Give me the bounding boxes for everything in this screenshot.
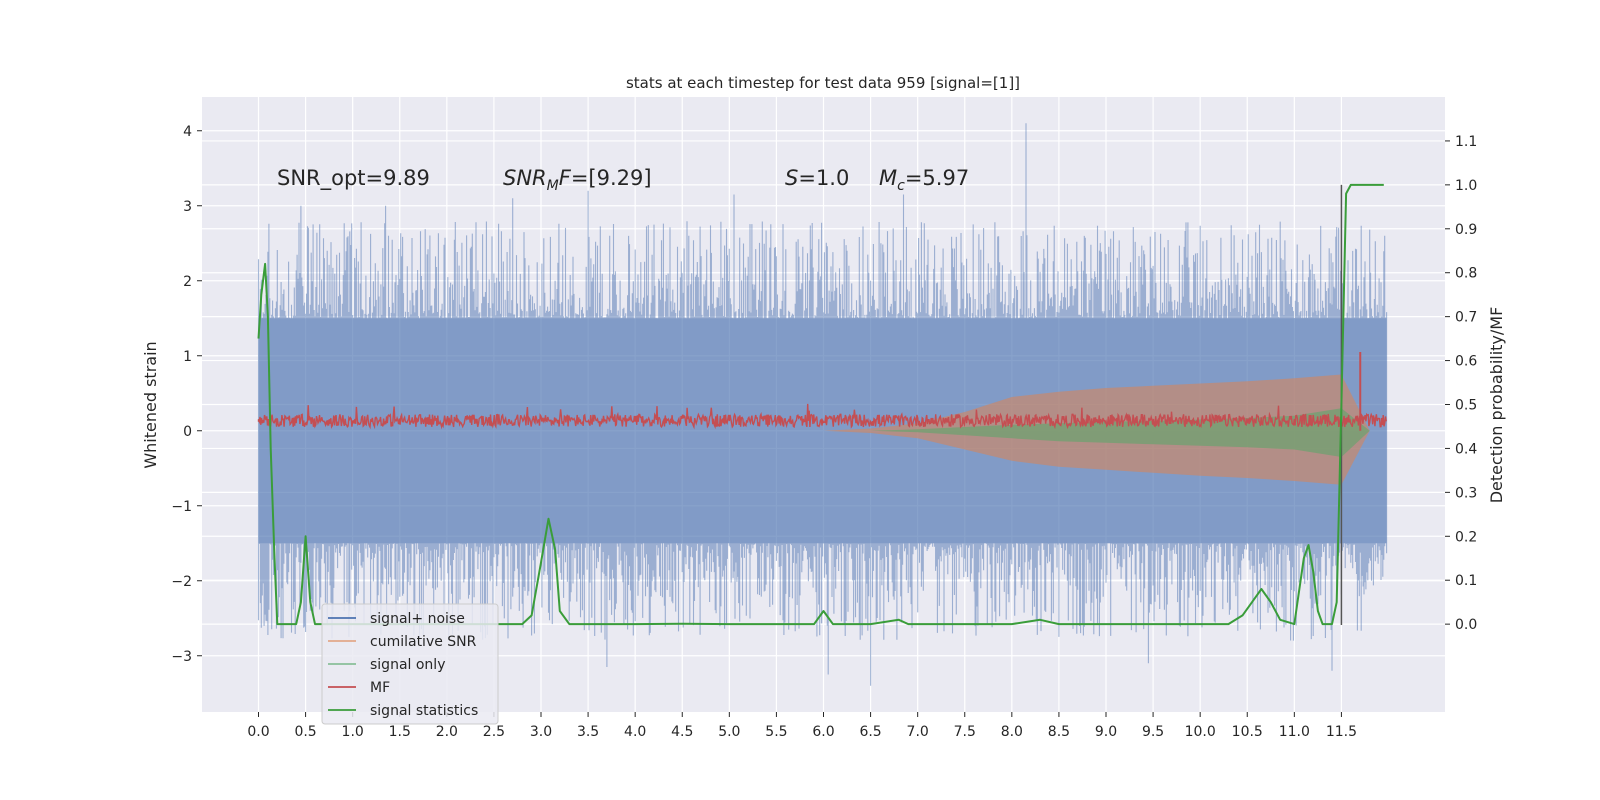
x-tick-label: 0.5 — [294, 724, 316, 740]
x-tick-label: 6.5 — [859, 724, 881, 740]
x-tick-label: 8.0 — [1001, 724, 1023, 740]
y2-tick-label: 0.1 — [1455, 573, 1477, 589]
y-axis-label: Whitened strain — [141, 341, 160, 468]
x-tick-label: 1.0 — [342, 724, 364, 740]
x-tick-label: 9.5 — [1142, 724, 1164, 740]
x-tick-label: 2.5 — [483, 724, 505, 740]
y2-tick-label: 0.5 — [1455, 398, 1477, 414]
legend: signal+ noise cumilative SNR signal only MF… — [321, 603, 499, 725]
y-tick-label: 0 — [183, 424, 192, 440]
y2-axis-label: Detection probability/MF — [1487, 307, 1506, 504]
chart-title: stats at each timestep for test data 959… — [626, 74, 1020, 92]
y2-axis-ticks: 0.0 0.1 0.2 0.3 0.4 0.5 0.6 0.7 0.8 0.9 1.0 1.1 — [1445, 134, 1477, 633]
legend-label: signal+ noise — [370, 611, 465, 627]
x-tick-label: 10.5 — [1232, 724, 1263, 740]
y-tick-label: 3 — [183, 199, 192, 215]
annotation-mc: Mc=5.97 — [879, 166, 969, 194]
x-tick-label: 2.0 — [436, 724, 458, 740]
legend-label: signal statistics — [370, 703, 478, 719]
legend-label: MF — [370, 680, 390, 696]
y2-tick-label: 0.4 — [1455, 441, 1477, 457]
envelope-series — [258, 374, 1370, 485]
annotation-snr-mf: SNRMF=[9.29] — [503, 166, 652, 194]
x-tick-label: 4.0 — [624, 724, 646, 740]
x-tick-label: 9.0 — [1095, 724, 1117, 740]
x-tick-label: 11.0 — [1279, 724, 1310, 740]
y-tick-label: 2 — [183, 274, 192, 290]
y2-tick-label: 1.0 — [1455, 178, 1477, 194]
y2-tick-label: 0.3 — [1455, 485, 1477, 501]
y2-tick-label: 0.8 — [1455, 266, 1477, 282]
y-tick-label: 1 — [183, 349, 192, 365]
mf-series — [257, 352, 1387, 431]
mf-trace — [257, 403, 1387, 430]
x-tick-label: 11.5 — [1326, 724, 1357, 740]
y-tick-label: −1 — [171, 499, 192, 515]
legend-box — [321, 603, 499, 725]
y2-tick-label: 0.7 — [1455, 310, 1477, 326]
y2-tick-label: 1.1 — [1455, 134, 1477, 150]
signal-statistics-line — [257, 183, 1384, 626]
y2-tick-label: 0.9 — [1455, 222, 1477, 238]
signal-statistics-series — [257, 183, 1384, 626]
x-tick-label: 5.5 — [765, 724, 787, 740]
y2-tick-label: 0.2 — [1455, 529, 1477, 545]
x-tick-label: 7.0 — [907, 724, 929, 740]
x-tick-label: 5.0 — [718, 724, 740, 740]
annotation-s: S=1.0 — [785, 166, 849, 190]
x-tick-label: 10.0 — [1185, 724, 1216, 740]
x-tick-label: 3.0 — [530, 724, 552, 740]
x-tick-label: 8.5 — [1048, 724, 1070, 740]
y-tick-label: 4 — [183, 124, 192, 140]
x-tick-label: 6.0 — [812, 724, 834, 740]
y-axis-ticks: −3 −2 −1 0 1 2 3 4 — [171, 124, 202, 665]
legend-label: cumilative SNR — [370, 634, 477, 650]
signal-only-envelope — [258, 408, 1370, 457]
x-tick-label: 1.5 — [389, 724, 411, 740]
y2-tick-label: 0.6 — [1455, 354, 1477, 370]
y-tick-label: −3 — [171, 649, 192, 665]
x-axis-ticks: 0.0 0.5 1.0 1.5 2.0 2.5 3.0 3.5 4.0 4.5 5.0 5.5 6.0 6… — [247, 712, 1357, 740]
x-tick-label: 0.0 — [247, 724, 269, 740]
x-tick-label: 4.5 — [671, 724, 693, 740]
annotation-snr-opt: SNR_opt=9.89 — [277, 166, 430, 191]
x-tick-label: 7.5 — [954, 724, 976, 740]
x-tick-label: 3.5 — [577, 724, 599, 740]
y2-tick-label: 0.0 — [1455, 617, 1477, 633]
y-tick-label: −2 — [171, 574, 192, 590]
legend-label: signal only — [370, 657, 445, 673]
